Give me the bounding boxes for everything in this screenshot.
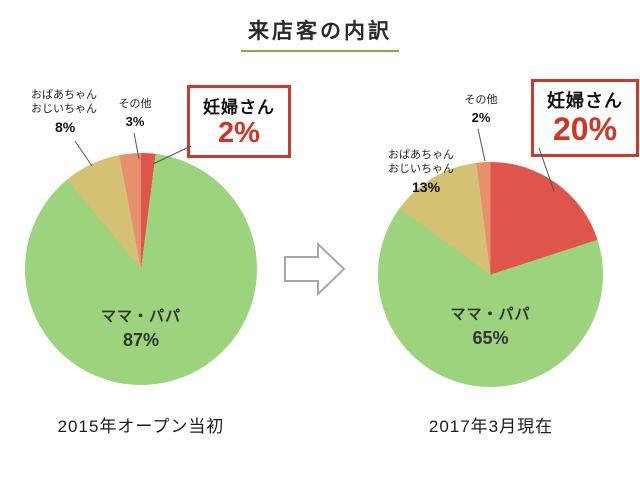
other-name-2017: その他 <box>464 94 498 106</box>
parents-pct-2017: 65% <box>472 328 509 348</box>
grandparents-pct-2015: 8% <box>55 119 76 135</box>
pregnant-pct-2017: 20% <box>552 111 618 147</box>
parents-name-2017: ママ・パパ <box>450 306 531 323</box>
parents-pct-2015: 87% <box>122 330 160 350</box>
label-parents-2017: ママ・パパ 65% <box>378 303 603 349</box>
grandparents-line1-2017: おばあちゃん <box>388 149 454 161</box>
figure-title: 来店客の内訳 <box>248 20 392 43</box>
pregnant-name-2017: 妊婦さん <box>547 91 623 111</box>
grandparents-line1-2015: おばあちゃん <box>31 89 97 101</box>
grandparents-pct-2017: 13% <box>412 179 441 195</box>
parents-name-2015: ママ・パパ <box>100 308 181 325</box>
pregnant-pct-2015: 2% <box>218 117 260 149</box>
highlight-box-pregnant-2017: 妊婦さん 20% <box>531 79 639 157</box>
caption-2015: 2015年オープン当初 <box>57 417 225 436</box>
grandparents-line2-2015: おじいちゃん <box>31 103 97 115</box>
leader-grandparents-2015 <box>74 140 93 167</box>
grandparents-line2-2017: おじいちゃん <box>388 163 454 175</box>
transition-arrow-icon <box>284 241 346 297</box>
other-pct-2015: 3% <box>125 114 145 129</box>
other-name-2015: その他 <box>118 98 152 110</box>
pie-chart-2017 <box>378 162 603 387</box>
caption-2017: 2017年3月現在 <box>428 417 554 436</box>
label-parents-2015: ママ・パパ 87% <box>25 305 257 351</box>
label-grandparents-2015: おばあちゃん おじいちゃん 8% <box>31 88 97 134</box>
leader-other-2017 <box>477 128 486 162</box>
highlight-box-pregnant-2015: 妊婦さん 2% <box>187 85 291 159</box>
title-underline <box>241 50 399 52</box>
other-pct-2017: 2% <box>471 110 491 125</box>
pie-chart-2015 <box>25 153 257 385</box>
pregnant-name-2015: 妊婦さん <box>203 98 275 117</box>
label-grandparents-2017: おばあちゃん おじいちゃん 13% <box>388 148 454 194</box>
label-other-2017: その他 2% <box>457 93 505 125</box>
label-other-2015: その他 3% <box>109 97 161 129</box>
